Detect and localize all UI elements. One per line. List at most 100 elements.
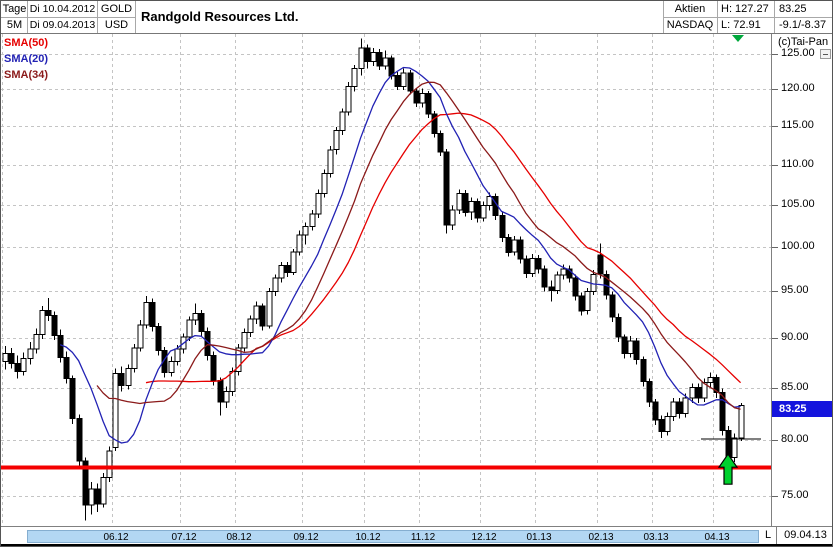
candle-body: [2, 353, 9, 363]
price-chart[interactable]: [1, 34, 771, 526]
buy-signal-arrow-icon: [717, 453, 739, 485]
period-high-label: H: 127.27: [721, 3, 769, 15]
candle-body: [192, 313, 199, 321]
candle-body: [155, 326, 162, 352]
candle-body: [63, 357, 70, 380]
candle-body: [682, 397, 689, 414]
time-scrollbar[interactable]: 06.12 07.12 08.12 09.12 10.12 11.12 12.12 01.13…: [27, 530, 759, 543]
scale-toggle-button[interactable]: L: [764, 529, 772, 541]
price-axis: (c)Tai-Pan 125.00 120.00 115.00 110.00 105.0…: [771, 34, 832, 526]
candle-body: [505, 237, 512, 253]
candle-body: [480, 205, 487, 219]
candle-body: [738, 405, 745, 439]
legend-item-sma20: SMA(20): [4, 53, 49, 65]
candle-body: [413, 90, 420, 104]
candle-body: [253, 305, 260, 320]
y-axis-tick: [772, 291, 778, 292]
y-axis-tick: [772, 205, 778, 206]
y-axis-tick: [772, 338, 778, 339]
y-axis-label: 85.00: [781, 381, 809, 393]
legend-item-sma34: SMA(34): [4, 69, 49, 81]
currency-label: USD: [104, 19, 129, 31]
candle-body: [198, 313, 205, 332]
candle-body: [82, 460, 89, 506]
candle-body: [572, 277, 579, 297]
candle-body: [168, 361, 175, 373]
candle-body: [223, 391, 230, 403]
candle-body: [321, 172, 328, 194]
x-axis-label: 02.13: [588, 532, 614, 543]
candle-body: [621, 336, 628, 355]
candle-body: [695, 387, 702, 399]
candle-body: [14, 363, 21, 372]
divider: [717, 1, 718, 33]
candle-body: [217, 380, 224, 403]
candle-body: [351, 68, 358, 87]
candle-body: [241, 331, 248, 349]
candle-body: [615, 316, 622, 338]
candle-body: [670, 401, 677, 418]
candle-body: [8, 353, 15, 365]
period-low-label: L: 72.91: [721, 19, 761, 31]
period-label: Tage: [2, 3, 27, 15]
candle-body: [431, 113, 438, 135]
candle-body: [449, 209, 456, 226]
header-bottom-border: [1, 33, 832, 34]
y-axis-label: 105.00: [781, 198, 815, 210]
candle-body: [210, 355, 217, 382]
candle-body: [548, 286, 555, 291]
candle-body: [290, 251, 297, 273]
candle-body: [541, 268, 548, 288]
y-axis-label: 80.00: [781, 433, 809, 445]
y-axis-label: 95.00: [781, 284, 809, 296]
sma-line: [145, 112, 742, 384]
y-axis-tick: [772, 165, 778, 166]
instrument-title: Randgold Resources Ltd.: [141, 9, 299, 24]
candle-body: [486, 196, 493, 207]
x-axis-label: 11.12: [410, 532, 436, 543]
interval-label: 5M: [6, 19, 23, 31]
candle-body: [51, 314, 58, 336]
candle-body: [584, 290, 591, 312]
candle-body: [719, 392, 726, 431]
candle-body: [161, 350, 168, 373]
candle-body: [370, 52, 377, 63]
y-axis-label: 115.00: [781, 119, 814, 131]
candle-body: [725, 429, 732, 459]
candle-body: [609, 294, 616, 318]
plot-bottom-border: [1, 526, 832, 527]
x-axis-label: 07.12: [171, 532, 197, 543]
candle-body: [646, 381, 653, 403]
candle-body: [174, 348, 181, 362]
candle-body: [20, 358, 27, 373]
candle-body: [376, 52, 383, 67]
y-axis-tick: [772, 247, 778, 248]
last-price-label: 83.25: [779, 3, 807, 15]
candle-body: [664, 416, 671, 433]
candle-body: [278, 264, 285, 279]
last-price-tag: 83.25: [772, 401, 832, 417]
candle-body: [106, 450, 113, 479]
candle-body: [39, 310, 46, 335]
candle-body: [652, 401, 659, 421]
candle-body: [57, 334, 64, 359]
symbol-label: GOLD: [100, 3, 133, 15]
candle-body: [333, 130, 340, 151]
x-axis-label: 08.12: [226, 532, 252, 543]
candle-body: [302, 226, 309, 236]
candle-body: [640, 359, 647, 383]
x-axis-label: 10.12: [355, 532, 381, 543]
axis-end-date-label: 09.04.13: [784, 529, 827, 541]
candle-body: [468, 201, 475, 213]
y-axis-tick: [772, 388, 778, 389]
candle-body: [731, 437, 738, 458]
candle-body: [76, 418, 83, 462]
candle-body: [45, 310, 52, 316]
scroll-down-marker-icon[interactable]: [732, 35, 744, 42]
candle-body: [707, 377, 714, 383]
y-axis-tick: [772, 496, 778, 497]
collapse-axis-button[interactable]: [820, 49, 831, 59]
candle-body: [578, 295, 585, 312]
candle-body: [437, 133, 444, 153]
candle-body: [394, 75, 401, 87]
